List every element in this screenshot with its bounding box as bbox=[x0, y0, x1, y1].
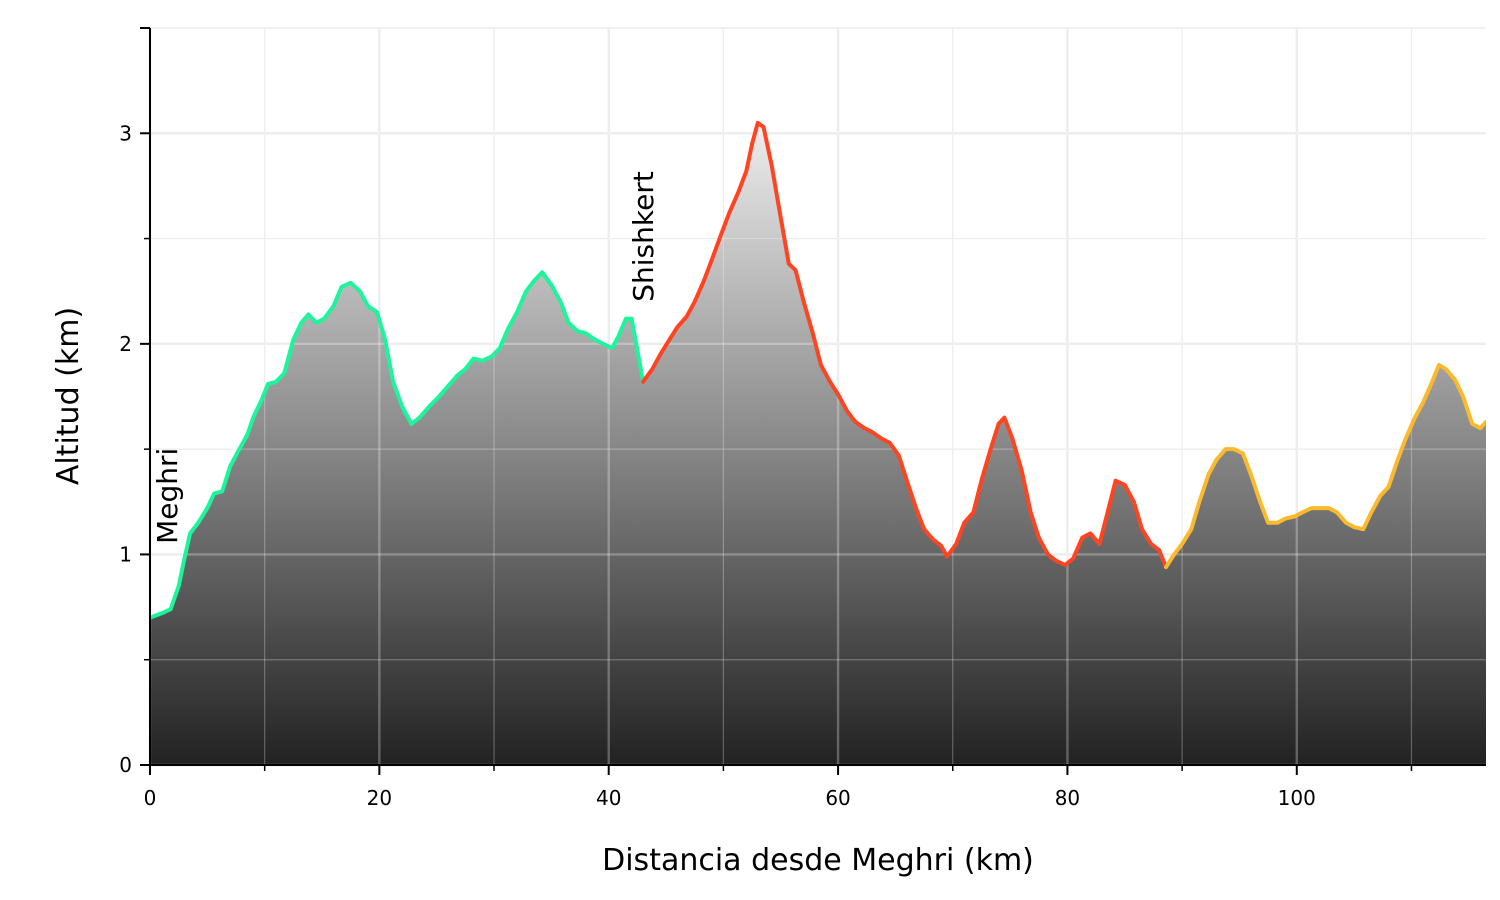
grid-overlay bbox=[150, 28, 1486, 765]
annotation-label-2: Shishkert bbox=[627, 171, 660, 302]
x-axis-title: Distancia desde Meghri (km) bbox=[602, 843, 1034, 878]
y-tick-label: 3 bbox=[119, 121, 132, 145]
x-tick-label: 20 bbox=[367, 786, 392, 810]
annotation-label-1: Meghri bbox=[151, 448, 184, 544]
area-fill bbox=[150, 122, 1486, 765]
x-tick-label: 40 bbox=[596, 786, 621, 810]
series-line-2 bbox=[641, 120, 1168, 570]
axes: 0 20 40 60 80 100 0 1 2 3 bbox=[119, 27, 1486, 810]
x-tick-label: 60 bbox=[825, 786, 850, 810]
y-tick-label: 1 bbox=[119, 542, 132, 566]
y-tick-label: 0 bbox=[119, 753, 132, 777]
x-tick-label: 0 bbox=[144, 786, 157, 810]
elevation-area bbox=[150, 122, 1486, 765]
x-tick-label: 80 bbox=[1055, 786, 1080, 810]
annotations: Meghri Shishkert bbox=[151, 171, 660, 544]
x-tick-label: 100 bbox=[1278, 786, 1316, 810]
y-tick-label: 2 bbox=[119, 332, 132, 356]
series-lines bbox=[150, 120, 1486, 620]
series-line-1 bbox=[150, 270, 646, 620]
series-line-3 bbox=[1164, 362, 1486, 570]
y-axis-title: Altitud (km) bbox=[51, 307, 86, 485]
